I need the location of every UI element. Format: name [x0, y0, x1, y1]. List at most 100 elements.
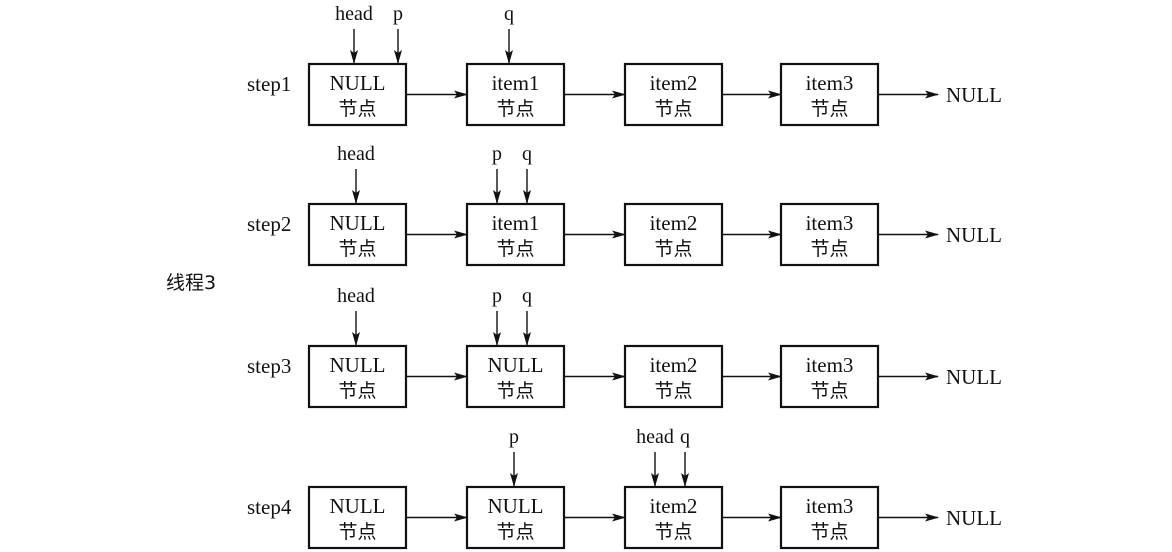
node-suffix: 节点 [338, 521, 376, 543]
node-value: item2 [650, 494, 698, 518]
node-suffix: 节点 [654, 238, 692, 260]
step-row-3: step3 NULL 节点 NULL 节点 item2 节点 item3 节点 NULL head p… [247, 285, 1002, 409]
node-box [779, 202, 880, 267]
pointer-head: head [337, 285, 375, 346]
node-value: item1 [492, 211, 540, 235]
pointer-label: q [680, 426, 690, 448]
pointer-p: p [393, 3, 403, 64]
node-value: NULL [488, 494, 544, 518]
list-node: NULL 节点 [307, 344, 408, 409]
node-box [307, 485, 408, 550]
list-node: item2 节点 [623, 62, 724, 127]
node-value: NULL [330, 211, 386, 235]
list-node: item3 节点 [779, 485, 880, 550]
node-suffix: 节点 [654, 380, 692, 402]
node-value: item3 [806, 211, 854, 235]
pointer-p: p [492, 285, 502, 346]
node-suffix: 节点 [496, 98, 534, 120]
step-label: step3 [247, 354, 291, 378]
node-suffix: 节点 [810, 98, 848, 120]
thread-label: 线程3 [166, 272, 216, 294]
step-label: step2 [247, 212, 291, 236]
node-value: item2 [650, 353, 698, 377]
pointer-label: p [393, 3, 403, 25]
null-end-label: NULL [946, 223, 1002, 247]
list-node: item2 节点 [623, 202, 724, 267]
node-value: item2 [650, 71, 698, 95]
list-node: item3 节点 [779, 62, 880, 127]
node-box [623, 344, 724, 409]
node-box [307, 202, 408, 267]
pointer-label: p [492, 285, 502, 307]
pointer-label: head [636, 426, 674, 448]
node-box [465, 485, 566, 550]
pointer-q: q [522, 285, 532, 346]
node-suffix: 节点 [810, 521, 848, 543]
list-node: NULL 节点 [465, 485, 566, 550]
node-suffix: 节点 [810, 238, 848, 260]
null-end-label: NULL [946, 506, 1002, 530]
node-box [307, 62, 408, 127]
node-value: item3 [806, 353, 854, 377]
node-box [779, 485, 880, 550]
pointer-head: head [335, 3, 373, 64]
node-suffix: 节点 [654, 521, 692, 543]
pointer-p: p [492, 143, 502, 204]
list-node: item1 节点 [465, 62, 566, 127]
step-label: step1 [247, 72, 291, 96]
node-value: item3 [806, 494, 854, 518]
step-row-2: step2 NULL 节点 item1 节点 item2 节点 item3 节点 NULL head… [247, 143, 1002, 267]
pointer-label: p [509, 426, 519, 448]
node-box [623, 62, 724, 127]
node-value: item1 [492, 71, 540, 95]
pointer-q: q [522, 143, 532, 204]
pointer-label: q [522, 143, 532, 165]
step-row-1: step1 NULL 节点 item1 节点 item2 节点 item3 节点 NULL head… [247, 3, 1002, 127]
pointer-label: q [504, 3, 514, 25]
node-box [465, 202, 566, 267]
list-node: NULL 节点 [307, 202, 408, 267]
pointer-label: head [335, 3, 373, 25]
node-value: item2 [650, 211, 698, 235]
pointer-head: head [337, 143, 375, 204]
step-label: step4 [247, 495, 292, 519]
step-row-4: step4 NULL 节点 NULL 节点 item2 节点 item3 节点 NULL p head… [247, 426, 1002, 550]
node-value: NULL [330, 71, 386, 95]
node-box [779, 62, 880, 127]
list-node: NULL 节点 [307, 62, 408, 127]
pointer-label: p [492, 143, 502, 165]
node-suffix: 节点 [496, 380, 534, 402]
node-value: NULL [488, 353, 544, 377]
node-value: NULL [330, 494, 386, 518]
list-node: item1 节点 [465, 202, 566, 267]
list-node: item3 节点 [779, 344, 880, 409]
pointer-label: q [522, 285, 532, 307]
pointer-p: p [509, 426, 519, 487]
node-suffix: 节点 [654, 98, 692, 120]
steps-container: step1 NULL 节点 item1 节点 item2 节点 item3 节点 NULL head… [247, 3, 1002, 550]
pointer-q: q [680, 426, 690, 487]
node-suffix: 节点 [496, 521, 534, 543]
node-box [623, 485, 724, 550]
null-end-label: NULL [946, 83, 1002, 107]
list-node: item2 节点 [623, 485, 724, 550]
list-node: item3 节点 [779, 202, 880, 267]
pointer-label: head [337, 285, 375, 307]
list-node: item2 节点 [623, 344, 724, 409]
node-box [623, 202, 724, 267]
pointer-head: head [636, 426, 674, 487]
node-suffix: 节点 [496, 238, 534, 260]
node-suffix: 节点 [338, 98, 376, 120]
node-value: NULL [330, 353, 386, 377]
pointer-label: head [337, 143, 375, 165]
node-suffix: 节点 [810, 380, 848, 402]
pointer-q: q [504, 3, 514, 64]
node-suffix: 节点 [338, 380, 376, 402]
node-suffix: 节点 [338, 238, 376, 260]
null-end-label: NULL [946, 365, 1002, 389]
node-box [465, 62, 566, 127]
list-node: NULL 节点 [307, 485, 408, 550]
list-node: NULL 节点 [465, 344, 566, 409]
node-value: item3 [806, 71, 854, 95]
